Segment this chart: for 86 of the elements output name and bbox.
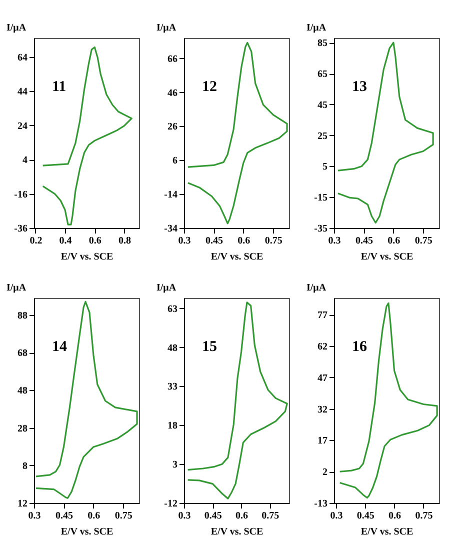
y-axis-title: I/μA <box>6 282 27 294</box>
x-tick-label: 0.45 <box>355 236 373 246</box>
y-tick-label: 2 <box>322 467 328 478</box>
x-axis-title: E/V vs. SCE <box>360 526 414 538</box>
annotation: 16 <box>352 339 368 355</box>
y-tick-label: 66 <box>168 54 178 65</box>
y-tick-label: 25 <box>318 130 328 142</box>
y-tick-label: 47 <box>318 372 328 384</box>
y-axis-title: I/μA <box>6 22 27 34</box>
y-tick-label: 4 <box>22 155 28 166</box>
y-tick-label: -16 <box>14 189 28 200</box>
y-tick-label: 68 <box>18 348 28 360</box>
line-series <box>42 46 132 226</box>
x-tick-label: 0.8 <box>118 236 131 246</box>
x-tick-label: 0.6 <box>388 510 402 522</box>
x-tick-label: 0.45 <box>356 510 374 522</box>
y-tick-label: 62 <box>318 342 328 353</box>
x-tick-label: 0.6 <box>238 236 250 246</box>
line-series <box>35 300 138 499</box>
x-tick-label: 0.45 <box>205 236 223 246</box>
line-series <box>187 42 288 224</box>
x-tick-label: 0.6 <box>88 236 102 246</box>
x-tick-label: 0.75 <box>414 236 432 246</box>
y-tick-label: 63 <box>168 304 178 315</box>
y-axis-title: I/μA <box>306 22 327 34</box>
x-tick-label: 0.45 <box>55 510 73 522</box>
annotation: 14 <box>52 339 68 355</box>
y-tick-label: 46 <box>168 88 178 99</box>
x-tick-label: 0.3 <box>328 236 341 246</box>
annotation: 12 <box>202 79 217 95</box>
y-axis-title: I/μA <box>156 22 177 34</box>
y-tick-label: 18 <box>168 420 178 432</box>
y-axis-title: I/μA <box>306 282 327 294</box>
y-tick-label: -35 <box>314 224 328 234</box>
y-tick-label: 3 <box>172 460 178 471</box>
x-tick-label: 0.3 <box>178 236 191 246</box>
annotation: 13 <box>352 79 367 95</box>
x-tick-label: 0.45 <box>204 510 222 522</box>
x-tick-label: 0.6 <box>88 510 100 522</box>
x-tick-label: 0.3 <box>28 510 41 522</box>
x-tick-label: 0.2 <box>30 236 42 246</box>
y-tick-label: 5 <box>322 162 328 173</box>
x-tick-label: 0.75 <box>415 510 433 522</box>
y-tick-label: 45 <box>318 100 328 111</box>
y-axis-title: I/μA <box>156 282 177 294</box>
x-tick-label: 0.4 <box>59 236 72 246</box>
line-series <box>337 42 434 224</box>
x-tick-label: 0.75 <box>114 510 132 522</box>
x-axis-title: E/V vs. SCE <box>60 526 114 538</box>
y-tick-label: 8 <box>22 460 28 472</box>
x-axis-title: E/V vs. SCE <box>360 252 414 262</box>
x-tick-label: 0.6 <box>388 236 400 246</box>
y-tick-label: 32 <box>318 404 328 416</box>
x-tick-label: 0.75 <box>262 510 280 522</box>
x-tick-label: 0.3 <box>178 510 191 522</box>
y-tick-label: 48 <box>168 342 178 354</box>
y-tick-label: 24 <box>18 120 28 132</box>
y-tick-label: 28 <box>18 423 28 434</box>
y-tick-label: -14 <box>164 190 178 201</box>
annotation: 15 <box>202 339 217 355</box>
y-tick-label: 48 <box>18 386 28 397</box>
y-tick-label: 85 <box>318 38 328 50</box>
y-tick-label: -34 <box>164 224 178 234</box>
line-series <box>339 302 438 499</box>
x-axis-title: E/V vs. SCE <box>210 252 264 262</box>
y-tick-label: -15 <box>314 192 328 204</box>
x-tick-label: 0.3 <box>330 510 343 522</box>
y-tick-label: 44 <box>18 86 28 98</box>
annotation: 11 <box>52 79 66 95</box>
y-tick-label: 77 <box>318 310 328 322</box>
x-tick-label: 0.6 <box>236 510 248 522</box>
y-tick-label: 65 <box>318 69 328 80</box>
y-tick-label: 6 <box>172 156 178 167</box>
x-axis-title: E/V vs. SCE <box>210 526 264 538</box>
x-axis-title: E/V vs. SCE <box>60 252 114 262</box>
y-tick-label: -36 <box>14 224 28 234</box>
y-tick-label: -12 <box>164 498 178 510</box>
line-series <box>187 302 288 500</box>
y-tick-label: 12 <box>18 498 28 510</box>
x-tick-label: 0.75 <box>264 236 282 246</box>
y-tick-label: 26 <box>168 122 178 133</box>
y-tick-label: 64 <box>18 52 28 64</box>
y-tick-label: 88 <box>18 310 28 322</box>
y-tick-label: 17 <box>318 436 328 447</box>
y-tick-label: 33 <box>168 382 178 393</box>
y-tick-label: -13 <box>314 498 328 510</box>
